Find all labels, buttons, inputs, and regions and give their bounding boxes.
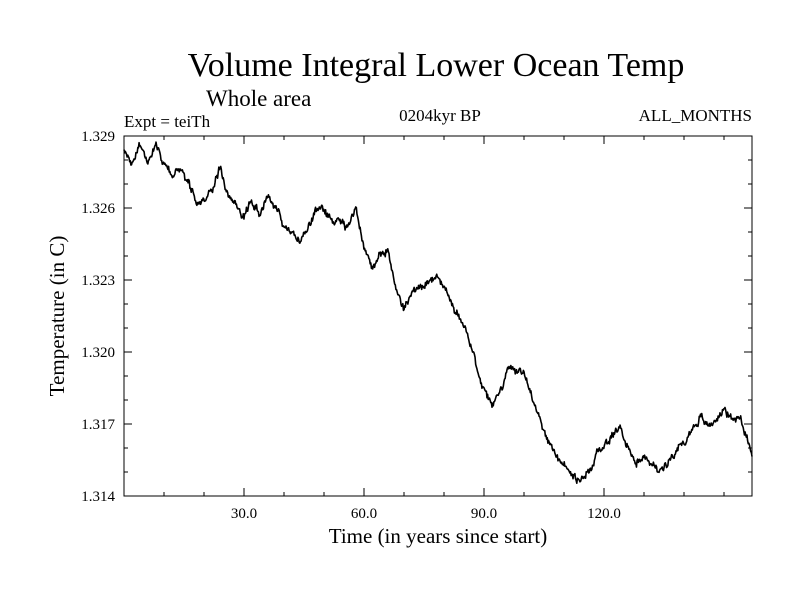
y-tick-label: 1.314 bbox=[81, 489, 115, 505]
y-tick-label: 1.326 bbox=[81, 201, 115, 217]
x-tick-label: 30.0 bbox=[231, 506, 257, 522]
x-tick-label: 90.0 bbox=[471, 506, 497, 522]
y-tick-labels: 1.314 1.317 1.320 1.323 1.326 1.329 bbox=[81, 129, 115, 505]
series-layer bbox=[123, 141, 753, 485]
y-tick-label: 1.329 bbox=[81, 129, 115, 145]
axis-ticks bbox=[124, 135, 752, 497]
x-axis-label: Time (in years since start) bbox=[329, 524, 548, 548]
chart-subtitle: Whole area bbox=[206, 86, 311, 111]
period-label: 0204kyr BP bbox=[399, 106, 481, 125]
y-tick-label: 1.317 bbox=[81, 417, 115, 433]
x-tick-label: 60.0 bbox=[351, 506, 377, 522]
x-tick-label: 120.0 bbox=[587, 506, 621, 522]
series-line bbox=[123, 141, 753, 485]
plot-frame bbox=[123, 135, 753, 497]
y-axis-label: Temperature (in C) bbox=[45, 236, 69, 397]
y-tick-label: 1.323 bbox=[81, 273, 115, 289]
x-tick-labels: 30.0 60.0 90.0 120.0 bbox=[231, 506, 621, 522]
chart-title: Volume Integral Lower Ocean Temp bbox=[188, 47, 685, 84]
y-tick-label: 1.320 bbox=[81, 345, 115, 361]
months-label: ALL_MONTHS bbox=[639, 106, 752, 125]
experiment-label: Expt = teiTh bbox=[124, 112, 211, 131]
